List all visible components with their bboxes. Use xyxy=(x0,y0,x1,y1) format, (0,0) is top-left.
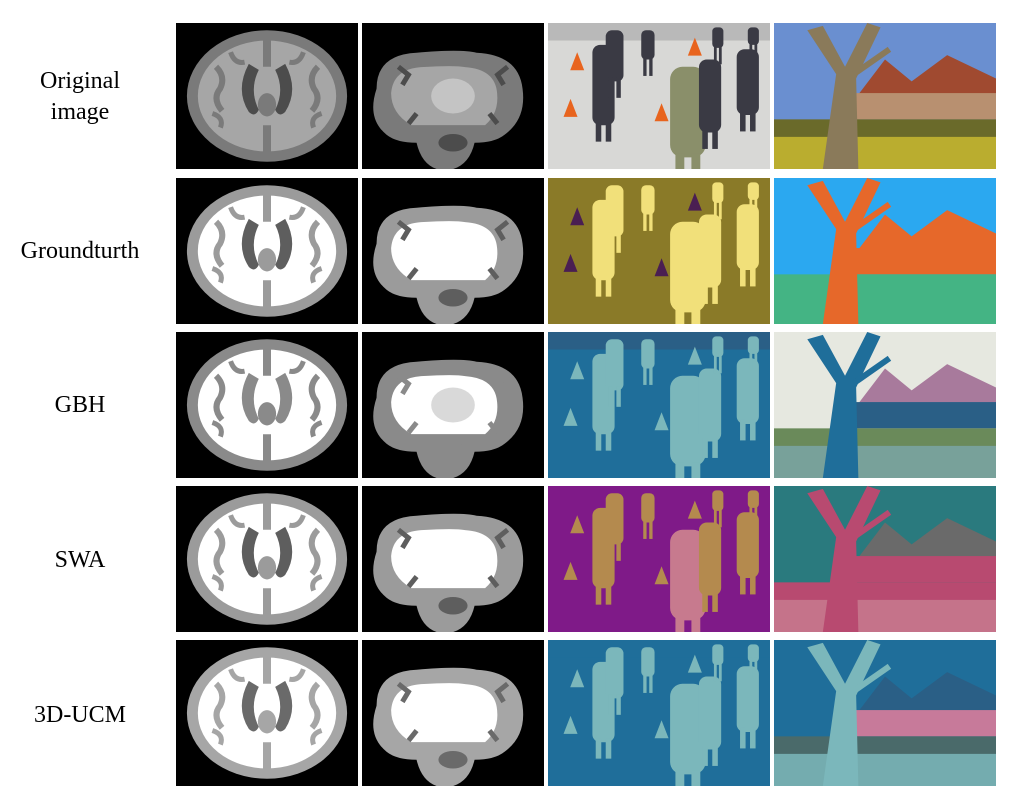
gbh-mri-coronal-image xyxy=(362,332,544,478)
gbh-garden-image xyxy=(774,332,996,478)
ucm-mri-axial-image xyxy=(176,640,358,786)
row-label-original-image: Original image xyxy=(0,66,160,128)
gbh-skate-image xyxy=(548,332,770,478)
groundtruth-garden-image xyxy=(774,178,996,324)
groundtruth-mri-axial-image xyxy=(176,178,358,324)
swa-mri-coronal-image xyxy=(362,486,544,632)
swa-garden-image xyxy=(774,486,996,632)
groundtruth-mri-coronal-image xyxy=(362,178,544,324)
swa-skate-image xyxy=(548,486,770,632)
row-label-text: SWA xyxy=(54,547,106,573)
row-label-swa: SWA xyxy=(0,545,160,576)
row-label-text: Groundturth xyxy=(20,238,140,264)
ucm-mri-coronal-image xyxy=(362,640,544,786)
original-mri-axial-image xyxy=(176,23,358,169)
original-mri-coronal-image xyxy=(362,23,544,169)
row-label-text: 3D-UCM xyxy=(33,702,126,728)
row-label-groundtruth: Groundturth xyxy=(0,236,160,267)
original-skate-image xyxy=(548,23,770,169)
ucm-garden-image xyxy=(774,640,996,786)
swa-mri-axial-image xyxy=(176,486,358,632)
row-label-3d-ucm: 3D-UCM xyxy=(0,700,160,731)
gbh-mri-axial-image xyxy=(176,332,358,478)
row-label-text: GBH xyxy=(54,392,106,418)
row-label-text: Original image xyxy=(40,68,120,125)
row-label-gbh: GBH xyxy=(0,390,160,421)
groundtruth-skate-image xyxy=(548,178,770,324)
ucm-skate-image xyxy=(548,640,770,786)
original-garden-image xyxy=(774,23,996,169)
